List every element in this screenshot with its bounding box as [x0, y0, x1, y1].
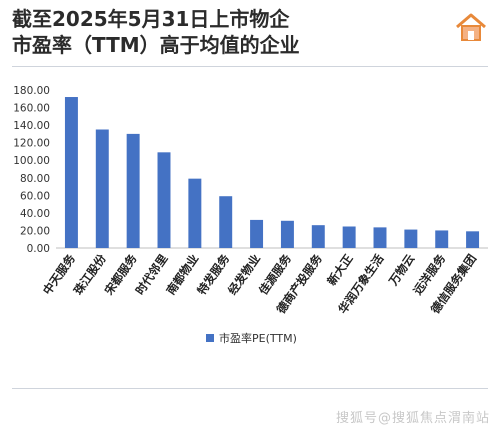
bar — [466, 231, 480, 248]
x-tick-label: 新大正 — [324, 251, 356, 288]
bar — [250, 219, 264, 248]
bar — [373, 227, 387, 248]
bar — [95, 129, 109, 248]
bar — [311, 225, 325, 248]
y-tick-label: 160.00 — [13, 103, 50, 115]
bar — [404, 229, 418, 248]
bar — [157, 152, 171, 248]
bar — [280, 220, 294, 248]
bar — [435, 230, 449, 248]
y-tick-label: 40.00 — [20, 208, 50, 220]
chart-title: 截至2025年5月31日上市物企 市盈率（TTM）高于均值的企业 — [12, 6, 300, 58]
x-tick-label: 万物云 — [385, 251, 417, 289]
y-tick-label: 20.00 — [20, 225, 50, 237]
bottom-divider — [12, 388, 488, 389]
y-tick-label: 80.00 — [20, 173, 50, 185]
title-line-2: 市盈率（TTM）高于均值的企业 — [12, 33, 300, 57]
legend-swatch — [206, 334, 214, 342]
bar — [342, 226, 356, 248]
bar — [188, 178, 202, 248]
y-tick-label: 180.00 — [13, 85, 50, 97]
bar — [64, 97, 78, 249]
y-tick-label: 120.00 — [13, 138, 50, 150]
y-tick-label: 0.00 — [27, 243, 50, 255]
chart-header: 截至2025年5月31日上市物企 市盈率（TTM）高于均值的企业 — [0, 0, 500, 66]
title-line-1: 截至2025年5月31日上市物企 — [12, 7, 290, 31]
watermark: 搜狐号@搜狐焦点渭南站 — [335, 411, 490, 426]
legend-label: 市盈率PE(TTM) — [219, 331, 297, 345]
title-divider — [12, 66, 488, 67]
home-icon — [456, 13, 486, 41]
y-tick-label: 60.00 — [20, 190, 50, 202]
y-tick-label: 140.00 — [13, 120, 50, 132]
bar-chart: 0.00 20.00 40.00 60.00 80.00 100.00 120.00 140.… — [13, 85, 488, 345]
y-tick-label: 100.00 — [13, 155, 50, 167]
bar — [219, 196, 233, 248]
bar — [126, 133, 140, 248]
